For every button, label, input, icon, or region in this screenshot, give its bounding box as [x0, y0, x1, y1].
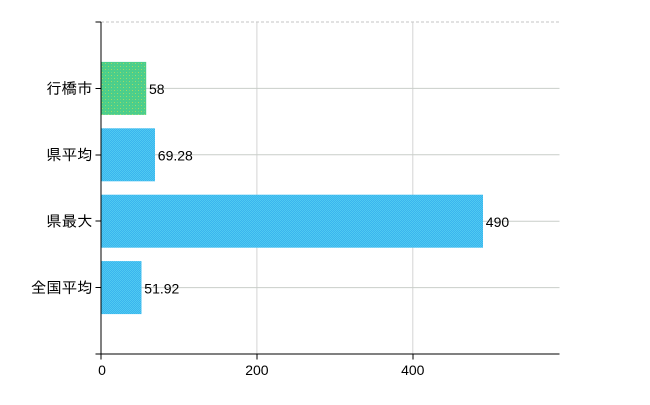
svg-text:0: 0: [98, 362, 106, 378]
svg-text:490: 490: [486, 214, 510, 230]
svg-text:58: 58: [149, 81, 165, 97]
svg-text:69.28: 69.28: [158, 148, 193, 164]
svg-text:51.92: 51.92: [144, 280, 179, 296]
svg-text:200: 200: [245, 362, 269, 378]
svg-text:400: 400: [401, 362, 425, 378]
